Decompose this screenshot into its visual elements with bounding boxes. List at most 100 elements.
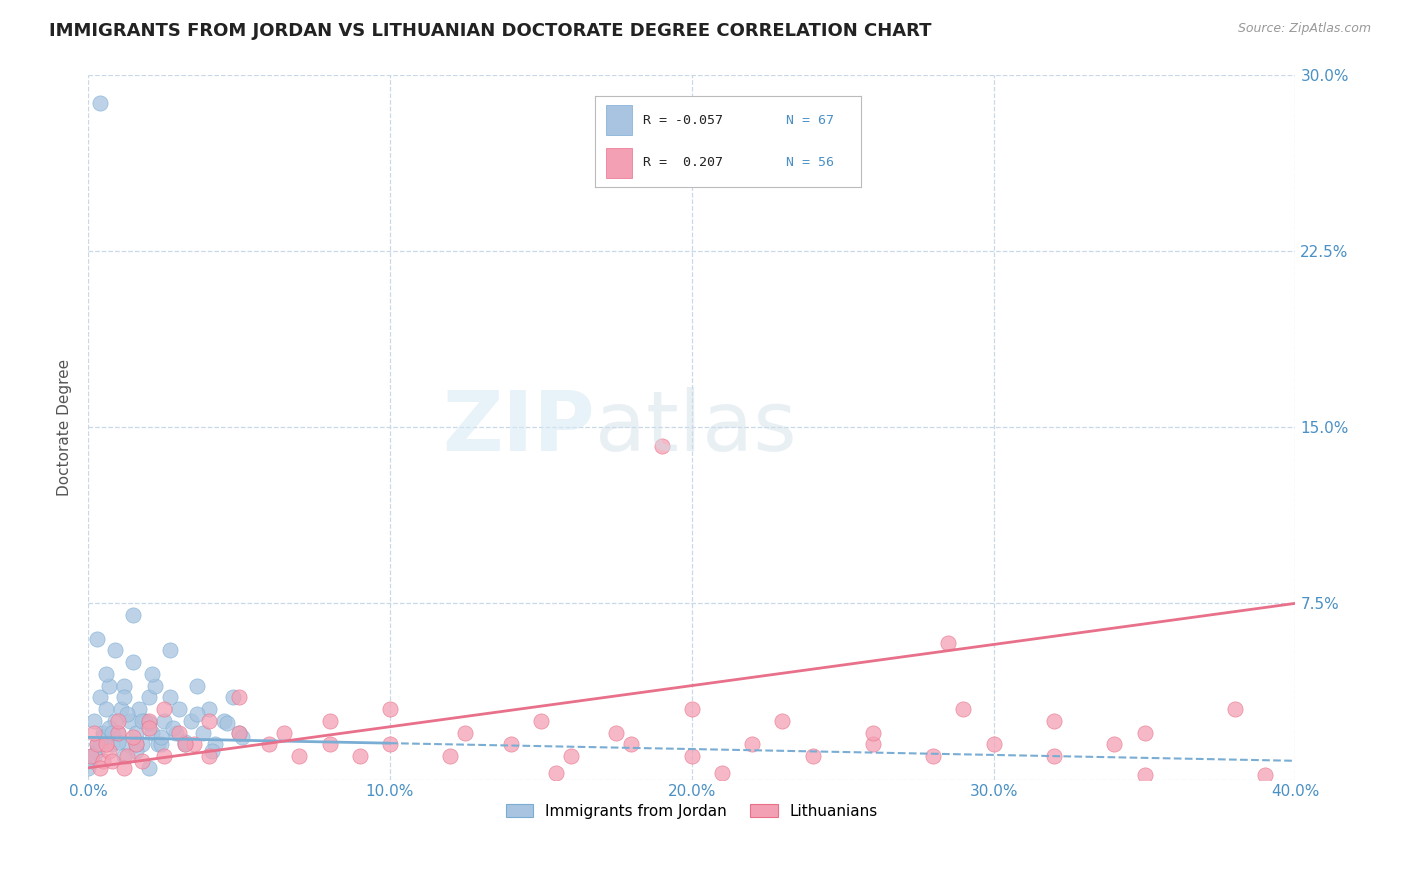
Point [107, 735, 129, 749]
Point [770, 714, 793, 728]
Point [201, 744, 224, 758]
Point [141, 666, 163, 681]
Point [125, 744, 148, 758]
Point [149, 731, 172, 745]
Point [91, 725, 114, 739]
Point [134, 714, 156, 728]
Point [273, 725, 295, 739]
Point [96, 737, 118, 751]
Point [125, 737, 148, 751]
Point [120, 714, 142, 728]
Point [167, 725, 190, 739]
Point [862, 737, 884, 751]
Point [128, 702, 150, 716]
Point [378, 702, 401, 716]
Point [86, 632, 108, 646]
Point [204, 737, 226, 751]
Legend: Immigrants from Jordan, Lithuanians: Immigrants from Jordan, Lithuanians [499, 797, 884, 825]
Point [952, 702, 974, 716]
Point [89, 95, 111, 110]
Point [83, 725, 105, 739]
Point [117, 706, 139, 721]
Point [938, 636, 960, 650]
Point [922, 749, 945, 764]
Text: atlas: atlas [595, 386, 797, 467]
Point [138, 761, 160, 775]
Point [198, 749, 221, 764]
Point [801, 749, 824, 764]
Point [125, 737, 148, 751]
Point [96, 702, 118, 716]
Point [101, 737, 124, 751]
Point [165, 725, 187, 739]
Point [173, 737, 195, 751]
Point [173, 735, 195, 749]
Point [231, 731, 253, 745]
Point [138, 690, 160, 705]
Point [741, 737, 763, 751]
Point [104, 643, 127, 657]
Point [98, 679, 121, 693]
Point [167, 702, 190, 716]
Point [83, 714, 105, 728]
Point [112, 690, 135, 705]
Point [101, 754, 124, 768]
Point [605, 725, 627, 739]
Point [191, 725, 214, 739]
Point [89, 737, 111, 751]
Point [89, 761, 111, 775]
Point [101, 725, 124, 739]
Point [152, 749, 174, 764]
Point [222, 690, 245, 705]
Point [681, 702, 703, 716]
Point [681, 749, 703, 764]
Point [180, 714, 202, 728]
Point [173, 737, 195, 751]
Point [1043, 749, 1066, 764]
Point [86, 737, 108, 751]
Point [862, 725, 884, 739]
Point [228, 725, 250, 739]
Point [257, 737, 280, 751]
Point [1133, 725, 1156, 739]
Point [107, 725, 129, 739]
Point [138, 716, 160, 731]
Point [107, 714, 129, 728]
Point [91, 731, 114, 745]
Point [711, 765, 734, 780]
Point [80, 749, 103, 764]
Point [499, 737, 522, 751]
Point [98, 744, 121, 758]
Point [186, 679, 208, 693]
Point [560, 749, 582, 764]
Point [228, 690, 250, 705]
Point [122, 608, 145, 623]
Point [1223, 702, 1246, 716]
Text: IMMIGRANTS FROM JORDAN VS LITHUANIAN DOCTORATE DEGREE CORRELATION CHART: IMMIGRANTS FROM JORDAN VS LITHUANIAN DOC… [49, 22, 932, 40]
Point [620, 737, 643, 751]
Point [159, 643, 181, 657]
Point [112, 761, 135, 775]
Point [544, 765, 567, 780]
Point [152, 702, 174, 716]
Y-axis label: Doctorate Degree: Doctorate Degree [58, 359, 72, 496]
Point [98, 721, 121, 735]
Point [454, 725, 477, 739]
Point [198, 702, 221, 716]
Point [162, 721, 184, 735]
Point [91, 754, 114, 768]
Point [83, 749, 105, 764]
Point [141, 725, 163, 739]
Point [131, 754, 153, 768]
Point [86, 737, 108, 751]
Point [186, 706, 208, 721]
Point [107, 725, 129, 739]
Point [122, 655, 145, 669]
Point [183, 737, 205, 751]
Point [198, 714, 221, 728]
Point [1043, 714, 1066, 728]
Point [349, 749, 371, 764]
Point [80, 749, 103, 764]
Point [143, 679, 166, 693]
Point [378, 737, 401, 751]
